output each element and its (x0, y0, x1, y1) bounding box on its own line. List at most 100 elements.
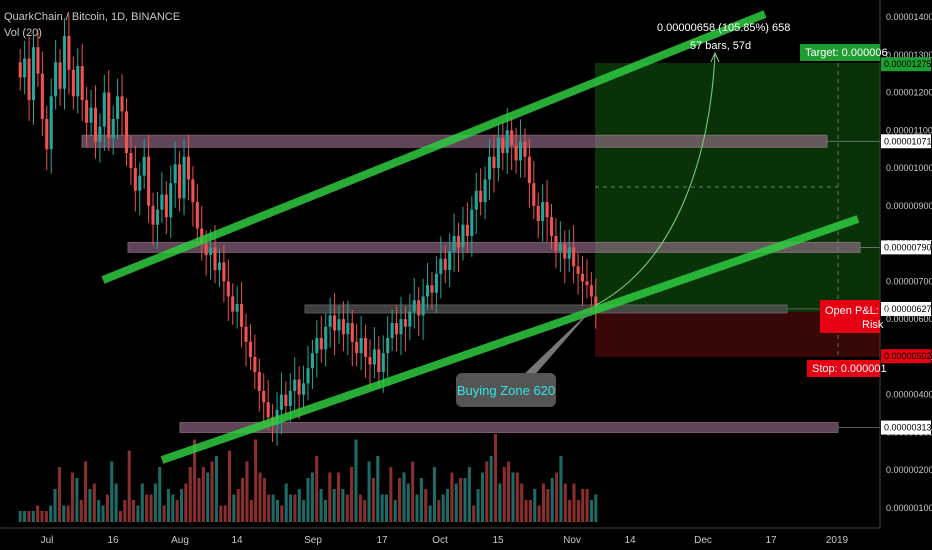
x-tick-label: Nov (563, 535, 581, 546)
stop-badge[interactable] (807, 360, 880, 377)
candle-body (448, 251, 452, 271)
pnl-badge[interactable] (820, 300, 880, 333)
candle-body (549, 217, 554, 237)
candle-body (102, 92, 106, 127)
symbol-header: QuarkChain / Bitcoin, 1D, BINANCE (4, 11, 181, 23)
volume-bar (380, 494, 384, 522)
volume-bar (206, 472, 210, 522)
horizontal-zone[interactable] (127, 241, 861, 253)
x-tick-label: 15 (492, 535, 504, 546)
candle-body (510, 130, 514, 146)
candle-body (244, 326, 248, 342)
volume-bar (162, 505, 166, 522)
volume-bar (23, 511, 27, 522)
volume-bar (337, 472, 341, 522)
volume-bar (541, 483, 546, 522)
candle-body (381, 353, 385, 373)
candle-body (536, 205, 540, 221)
volume-bar (118, 511, 123, 522)
y-tick-label: 0.00001000 (886, 163, 932, 173)
candle-body (147, 156, 151, 206)
candle-body (452, 236, 456, 252)
volume-bar (533, 489, 537, 522)
volume-bar (581, 489, 585, 522)
candle-body (430, 285, 434, 293)
candle-body (403, 319, 407, 327)
volume-bar (227, 450, 232, 522)
candle-body (178, 164, 182, 199)
volume-bar (136, 505, 140, 522)
candle-body (191, 179, 195, 203)
candle-body (151, 205, 155, 225)
candle-body (470, 209, 474, 237)
candle-body (217, 262, 221, 271)
volume-bar (354, 439, 358, 522)
candle-body (310, 353, 314, 369)
volume-bar (371, 478, 375, 522)
candle-body (364, 338, 368, 357)
volume-bar (27, 511, 31, 522)
candle-body (129, 152, 133, 169)
x-tick-label: 14 (624, 535, 636, 546)
horizontal-zone[interactable] (179, 422, 839, 434)
volume-bar (197, 478, 201, 522)
volume-bar (310, 472, 314, 522)
volume-bar (328, 472, 332, 522)
candle-body (456, 236, 461, 248)
candle-body (284, 394, 288, 407)
candle-body (248, 341, 252, 357)
volume-bar (214, 456, 218, 522)
volume-bar (402, 472, 406, 522)
price-tag-label: 0.00000627 (884, 304, 932, 314)
volume-bar (110, 461, 114, 522)
volume-bar (66, 505, 70, 522)
candle-body (359, 338, 363, 354)
candle-body (439, 258, 443, 274)
price-tag (881, 134, 931, 149)
candle-body (266, 402, 270, 418)
y-tick-label: 0.00000100 (886, 503, 932, 513)
target-badge-label: Target: 0.000006 (805, 47, 888, 59)
candle-body (492, 156, 496, 169)
channel-upper[interactable] (101, 10, 767, 284)
candle-body (235, 304, 239, 312)
y-axis: 0.000001000.000002000.000003000.00000400… (886, 12, 932, 513)
volume-bar (332, 489, 336, 522)
volume-bar (232, 494, 236, 522)
candle-body (222, 262, 226, 282)
y-tick-label: 0.00000600 (886, 314, 932, 324)
candle-body (532, 183, 536, 206)
volume-bar (568, 500, 572, 522)
candle-body (434, 273, 438, 293)
volume-bar (454, 483, 458, 522)
x-tick-label: 2019 (826, 535, 849, 546)
volume-bar (140, 483, 144, 522)
candle-body (306, 368, 310, 384)
volume-bars (18, 434, 598, 522)
volume-bar (432, 467, 436, 522)
volume-bar (589, 500, 593, 522)
volume-bar (70, 472, 75, 522)
volume-bar (249, 500, 253, 522)
volume-bar (44, 511, 48, 522)
volume-bar (53, 489, 57, 522)
volume-bar (123, 500, 127, 522)
candle-body (474, 190, 478, 210)
buying-zone-callout[interactable] (456, 373, 556, 407)
volume-bar (40, 511, 44, 522)
volume-bar (262, 478, 266, 522)
horizontal-zone[interactable] (304, 304, 788, 314)
price-tag (881, 301, 931, 316)
candle-body (594, 296, 598, 308)
volume-bar (507, 461, 511, 522)
candle-body (226, 281, 230, 297)
candle-body (80, 66, 84, 101)
candle-body (505, 130, 509, 153)
candle-body (62, 35, 67, 89)
volume-bar (319, 489, 323, 522)
candle-body (443, 258, 447, 271)
volume-bar (132, 500, 136, 522)
target-badge[interactable] (800, 44, 880, 61)
channel-lower[interactable] (160, 215, 860, 464)
